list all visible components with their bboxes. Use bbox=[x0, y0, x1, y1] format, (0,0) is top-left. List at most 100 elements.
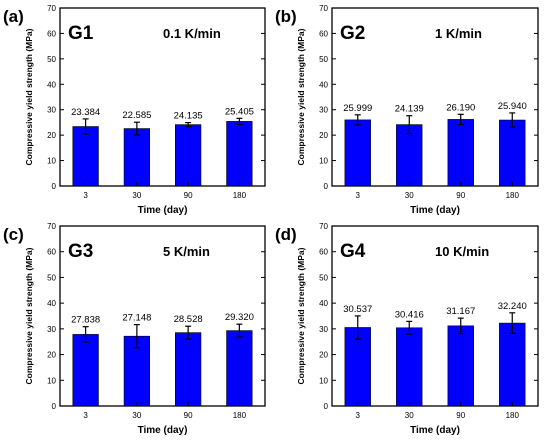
y-tick-label: 30 bbox=[319, 106, 328, 115]
panel-label: (b) bbox=[275, 7, 297, 26]
group-label: G4 bbox=[340, 241, 366, 262]
y-tick-label: 70 bbox=[319, 4, 328, 13]
y-axis-label: Compressive yield strength (MPa) bbox=[24, 247, 34, 384]
bar bbox=[226, 330, 253, 407]
rate-label: 0.1 K/min bbox=[163, 26, 221, 41]
y-tick-label: 0 bbox=[52, 402, 57, 411]
x-tick-label: 180 bbox=[233, 411, 247, 420]
data-label: 30.537 bbox=[343, 304, 372, 315]
data-label: 27.148 bbox=[122, 313, 151, 324]
y-tick-label: 40 bbox=[319, 299, 328, 308]
y-tick-label: 70 bbox=[47, 222, 56, 231]
y-tick-label: 40 bbox=[319, 80, 328, 89]
x-tick-label: 90 bbox=[184, 411, 193, 420]
y-tick-label: 10 bbox=[319, 157, 328, 166]
data-label: 32.240 bbox=[498, 301, 527, 312]
bar bbox=[447, 119, 474, 187]
x-tick-label: 180 bbox=[506, 411, 520, 420]
bar bbox=[499, 322, 526, 407]
y-tick-label: 30 bbox=[319, 325, 328, 334]
data-label: 23.384 bbox=[71, 107, 100, 118]
x-tick-label: 90 bbox=[456, 411, 465, 420]
y-tick-label: 50 bbox=[47, 273, 56, 282]
x-tick-label: 30 bbox=[132, 411, 141, 420]
y-axis-label: Compressive yield strength (MPa) bbox=[24, 28, 34, 165]
rate-label: 1 K/min bbox=[435, 26, 482, 41]
bar bbox=[175, 332, 202, 407]
panel-label: (d) bbox=[275, 225, 297, 244]
bar bbox=[344, 327, 371, 407]
y-tick-label: 70 bbox=[47, 4, 56, 13]
data-label: 29.320 bbox=[225, 312, 254, 323]
data-label: 25.940 bbox=[498, 101, 527, 112]
x-tick-label: 30 bbox=[405, 411, 414, 420]
x-tick-label: 3 bbox=[83, 411, 88, 420]
data-label: 25.999 bbox=[343, 103, 372, 114]
data-label: 25.405 bbox=[225, 106, 254, 117]
y-tick-label: 50 bbox=[47, 55, 56, 64]
y-tick-label: 20 bbox=[319, 351, 328, 360]
y-tick-label: 50 bbox=[319, 55, 328, 64]
y-tick-label: 70 bbox=[319, 222, 328, 231]
bar bbox=[226, 121, 253, 187]
x-axis-label: Time (day) bbox=[410, 205, 460, 216]
y-tick-label: 60 bbox=[47, 248, 56, 257]
y-tick-label: 30 bbox=[47, 106, 56, 115]
y-tick-label: 60 bbox=[319, 29, 328, 38]
rate-label: 10 K/min bbox=[435, 244, 489, 259]
plot-frame bbox=[59, 7, 266, 187]
bar bbox=[72, 334, 99, 407]
y-tick-label: 10 bbox=[47, 157, 56, 166]
data-label: 22.585 bbox=[122, 110, 151, 121]
panel-label: (a) bbox=[3, 7, 24, 26]
y-tick-label: 0 bbox=[324, 182, 329, 191]
x-tick-label: 3 bbox=[356, 411, 361, 420]
data-label: 30.416 bbox=[395, 309, 424, 320]
y-tick-label: 50 bbox=[319, 273, 328, 282]
group-label: G3 bbox=[68, 241, 93, 262]
bar bbox=[499, 119, 526, 187]
y-tick-label: 40 bbox=[47, 299, 56, 308]
bar bbox=[123, 128, 150, 187]
group-label: G1 bbox=[68, 23, 94, 44]
rate-label: 5 K/min bbox=[163, 244, 210, 259]
y-tick-label: 40 bbox=[47, 80, 56, 89]
y-tick-label: 60 bbox=[47, 29, 56, 38]
x-tick-label: 30 bbox=[405, 191, 414, 200]
x-axis-label: Time (day) bbox=[138, 425, 188, 436]
x-tick-label: 90 bbox=[456, 191, 465, 200]
x-tick-label: 180 bbox=[233, 191, 247, 200]
group-label: G2 bbox=[340, 23, 365, 44]
y-tick-label: 10 bbox=[47, 376, 56, 385]
y-axis-label: Compressive yield strength (MPa) bbox=[296, 247, 306, 384]
x-tick-label: 3 bbox=[356, 191, 361, 200]
data-label: 24.135 bbox=[174, 111, 203, 122]
x-tick-label: 30 bbox=[132, 191, 141, 200]
y-tick-label: 20 bbox=[47, 131, 56, 140]
data-label: 31.167 bbox=[446, 306, 475, 317]
y-tick-label: 20 bbox=[319, 131, 328, 140]
bar bbox=[447, 325, 474, 407]
y-tick-label: 20 bbox=[47, 351, 56, 360]
bar bbox=[175, 124, 202, 187]
data-label: 27.838 bbox=[71, 315, 100, 326]
x-tick-label: 3 bbox=[83, 191, 88, 200]
bar bbox=[344, 119, 371, 187]
bar bbox=[396, 124, 423, 187]
plot-frame bbox=[331, 7, 539, 187]
plot-frame bbox=[59, 225, 266, 407]
x-tick-label: 180 bbox=[506, 191, 520, 200]
x-axis-label: Time (day) bbox=[138, 205, 188, 216]
data-label: 24.139 bbox=[395, 104, 424, 115]
y-tick-label: 30 bbox=[47, 325, 56, 334]
y-tick-label: 60 bbox=[319, 248, 328, 257]
bar bbox=[396, 327, 423, 407]
y-tick-label: 0 bbox=[324, 402, 329, 411]
y-axis-label: Compressive yield strength (MPa) bbox=[296, 28, 306, 165]
data-label: 28.528 bbox=[174, 314, 203, 325]
y-tick-label: 0 bbox=[52, 182, 57, 191]
plot-frame bbox=[331, 225, 539, 407]
bar bbox=[72, 126, 99, 187]
panel-label: (c) bbox=[3, 225, 24, 244]
